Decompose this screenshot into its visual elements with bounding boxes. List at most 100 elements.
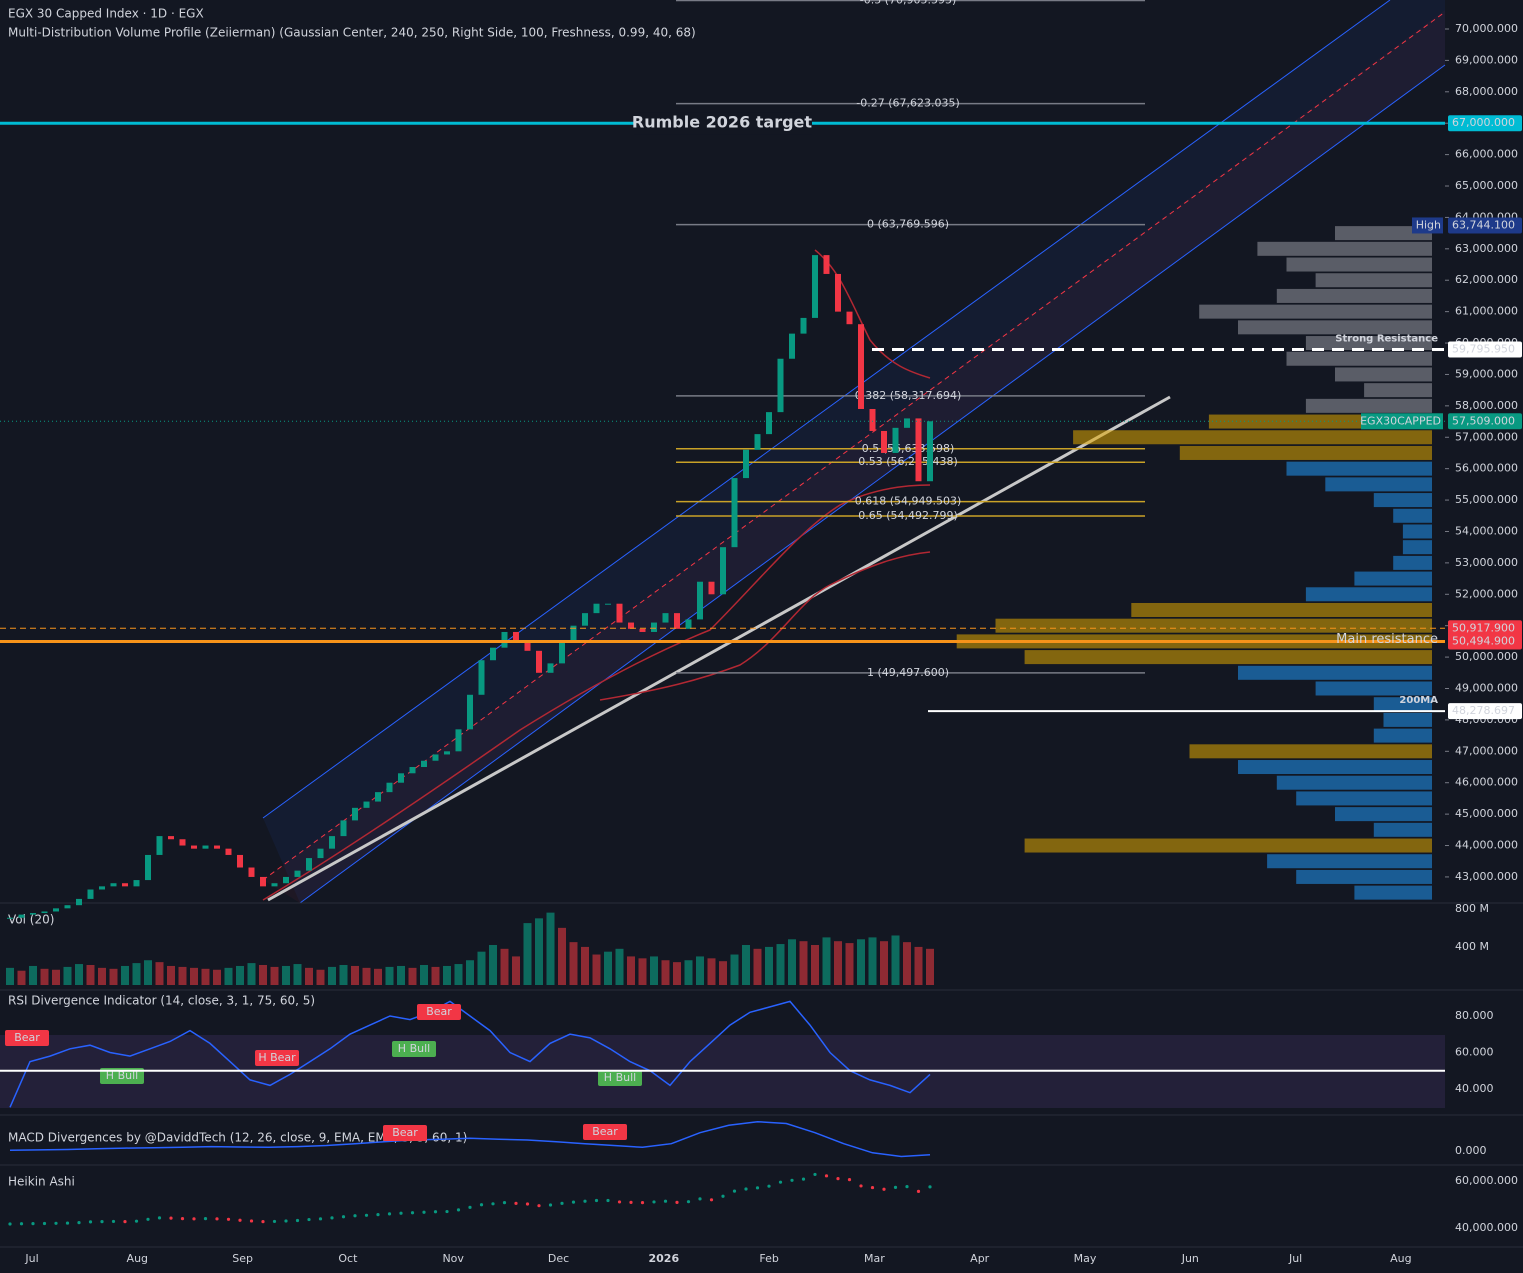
candle xyxy=(18,914,25,918)
volume-bar xyxy=(868,937,877,985)
volume-bar xyxy=(466,960,474,985)
y-tick-label: 54,000.000 xyxy=(1455,524,1518,537)
volume-profile-bar xyxy=(1325,477,1432,492)
volume-bar xyxy=(604,951,612,985)
price-label-box xyxy=(1448,413,1522,430)
volume-bar xyxy=(903,942,911,985)
candle xyxy=(7,917,13,919)
volume-bar xyxy=(190,967,198,985)
heikin-ashi-candle xyxy=(410,1211,415,1215)
heikin-ashi-candle xyxy=(203,1216,208,1221)
x-tick-label: Jun xyxy=(1181,1252,1199,1265)
heikin-ashi-candle xyxy=(249,1219,254,1223)
level-name: Strong Resistance xyxy=(1335,333,1438,344)
volume-profile-bar xyxy=(1199,304,1432,319)
volume-bar xyxy=(742,945,750,985)
candle xyxy=(421,760,427,768)
moving-average xyxy=(262,484,931,901)
volume-profile-bar xyxy=(1373,822,1432,837)
heikin-ashi-candle xyxy=(698,1197,702,1201)
volume-profile-bar xyxy=(1073,430,1432,445)
volume-bar xyxy=(339,965,348,985)
heikin-ashi-candle xyxy=(767,1184,771,1188)
volume-bar xyxy=(615,948,624,985)
heikin-ashi-candle xyxy=(134,1219,139,1223)
candle xyxy=(789,333,795,359)
x-tick-label: Jul xyxy=(24,1252,38,1265)
moving-average xyxy=(599,551,931,701)
divergence-tag xyxy=(392,1041,436,1057)
candle xyxy=(559,641,565,664)
volume-bar xyxy=(753,948,762,985)
heikin-ashi-candle xyxy=(364,1213,369,1217)
price-label-box xyxy=(1448,341,1522,358)
heikin-ashi-candle xyxy=(19,1222,24,1226)
candle xyxy=(593,603,600,614)
price-label-box xyxy=(1448,633,1522,650)
y-tick-label: 45,000.000 xyxy=(1455,807,1518,820)
volume-bar xyxy=(431,966,440,985)
volume-profile-bar xyxy=(1257,241,1432,256)
volume-profile-bar xyxy=(1024,838,1432,853)
y-tick-label: 55,000.000 xyxy=(1455,493,1518,506)
fib-label: 0 (63,769.596) xyxy=(867,218,949,231)
volume-bar xyxy=(926,948,934,985)
candle xyxy=(616,603,623,623)
candle xyxy=(490,647,496,661)
level-name: High xyxy=(1416,218,1441,231)
volume-profile-bar xyxy=(1383,712,1432,727)
y-tick-label: 43,000.000 xyxy=(1455,870,1518,883)
heikin-ashi-candle xyxy=(100,1220,104,1224)
volume-bar xyxy=(63,966,72,985)
divergence-tag xyxy=(383,1125,427,1141)
fib-label: 1 (49,497.600) xyxy=(867,666,949,679)
fib-label: 0.618 (54,949.503) xyxy=(855,495,962,508)
divergence-tag xyxy=(417,1004,461,1020)
volume-bar xyxy=(696,956,704,985)
pane-title: Heikin Ashi xyxy=(8,1175,75,1189)
candle xyxy=(674,613,680,629)
volume-bar xyxy=(719,961,727,985)
candle xyxy=(501,631,508,648)
candle xyxy=(720,547,726,595)
heikin-ashi-candle xyxy=(88,1220,93,1224)
volume-bar xyxy=(167,965,175,985)
volume-profile-bar xyxy=(1296,869,1432,884)
candle xyxy=(628,622,634,629)
candle xyxy=(812,255,818,318)
heikin-ashi-candle xyxy=(456,1208,461,1212)
volume-bar xyxy=(132,963,141,985)
heikin-ashi-candle xyxy=(744,1187,748,1191)
volume-bar xyxy=(765,946,773,985)
heikin-ashi-candle xyxy=(192,1217,196,1221)
heikin-ashi-candle xyxy=(617,1200,622,1204)
y-tick-label: 46,000.000 xyxy=(1455,776,1518,789)
volume-bar xyxy=(489,945,497,985)
level-name-box xyxy=(1412,217,1443,234)
y-tick-label: 58,000.000 xyxy=(1455,399,1518,412)
heikin-ashi-candle xyxy=(42,1221,47,1226)
volume-bar xyxy=(673,962,681,985)
x-tick-label: May xyxy=(1074,1252,1097,1265)
volume-bar xyxy=(707,958,716,985)
heikin-ashi-candle xyxy=(399,1211,403,1215)
candle xyxy=(260,876,266,887)
volume-bar xyxy=(121,965,129,985)
volume-bar xyxy=(776,944,785,985)
candle xyxy=(444,751,450,755)
volume-bar xyxy=(224,967,233,985)
volume-bar xyxy=(316,969,325,985)
candle xyxy=(455,729,462,752)
candle xyxy=(306,858,312,871)
heikin-ashi-candle xyxy=(916,1189,921,1193)
x-tick-label: Jul xyxy=(1288,1252,1302,1265)
volume-profile-bar xyxy=(1393,508,1432,523)
y-tick-label: 59,000.000 xyxy=(1455,367,1518,380)
volume-bar xyxy=(213,969,221,985)
volume-bar xyxy=(558,927,566,985)
volume-profile-bar xyxy=(1179,445,1432,460)
volume-profile-bar xyxy=(1354,885,1432,900)
volume-bar xyxy=(52,969,60,985)
candle xyxy=(271,883,278,887)
price-label: 50,917.900 xyxy=(1452,621,1515,634)
